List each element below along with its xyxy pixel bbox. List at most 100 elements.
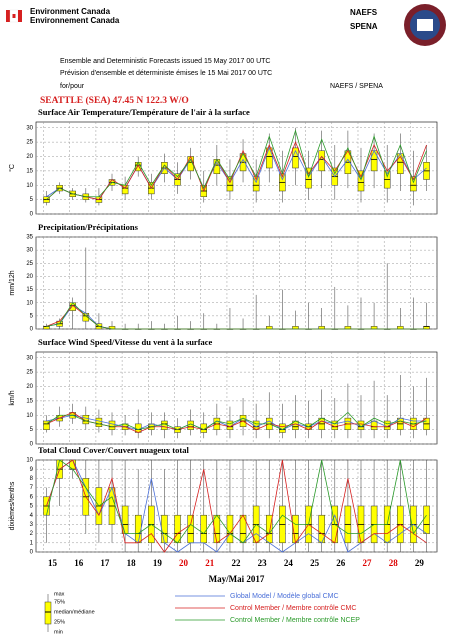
org-fr: Environnement Canada xyxy=(30,16,120,25)
y-tick-label: 35 xyxy=(26,235,33,241)
y-tick-label: 25 xyxy=(26,140,33,146)
x-tick-label: 16 xyxy=(74,558,84,568)
box xyxy=(200,514,207,544)
y-tick-label: 5 xyxy=(30,427,34,433)
y-tick-label: 2 xyxy=(30,531,34,537)
y-tick-label: 25 xyxy=(26,261,33,267)
legend-label: Control Member / Membre contrôle CMC xyxy=(230,605,356,612)
y-tick-label: 30 xyxy=(26,248,33,254)
series-line xyxy=(46,459,427,553)
x-tick-label: 21 xyxy=(205,558,215,568)
box xyxy=(266,514,273,544)
y-tick-label: 10 xyxy=(26,413,33,419)
y-tick-label: 0 xyxy=(30,442,34,448)
y-tick-label: 0 xyxy=(30,327,34,333)
y-tick-label: 15 xyxy=(26,398,33,404)
flag-left xyxy=(6,10,10,22)
series-line xyxy=(46,414,427,431)
legend-box xyxy=(44,601,52,625)
issue-en: Ensemble and Deterministic Forecasts iss… xyxy=(60,58,270,65)
y-tick-label: 5 xyxy=(30,197,34,203)
y-tick-label: 1 xyxy=(30,540,34,546)
y-tick-label: 5 xyxy=(30,313,34,319)
box xyxy=(121,505,129,534)
y-tick-label: 20 xyxy=(26,384,33,390)
box xyxy=(226,176,234,192)
box xyxy=(410,176,417,192)
x-tick-label: 26 xyxy=(336,558,346,568)
brand-spena: SPENA xyxy=(350,22,378,31)
y-tick-label: 20 xyxy=(26,274,33,280)
x-tick-label: 25 xyxy=(310,558,320,568)
box xyxy=(423,505,430,534)
legend-box-label: max xyxy=(54,591,65,597)
legend-box-label: 75% xyxy=(54,599,65,605)
box xyxy=(318,150,325,172)
legend-label: Global Model / Modèle global CMC xyxy=(230,593,339,600)
for-pour: for/pour xyxy=(60,83,85,90)
y-tick-label: 0 xyxy=(30,550,34,556)
y-tick-label: 10 xyxy=(26,300,33,306)
x-tick-label: 23 xyxy=(258,558,268,568)
box xyxy=(305,167,312,189)
y-axis-label: dixièmes/tenths xyxy=(9,481,16,530)
series-line xyxy=(46,302,427,330)
x-tick-label: 17 xyxy=(100,558,110,568)
series-line xyxy=(46,411,427,431)
y-tick-label: 30 xyxy=(26,355,33,361)
x-tick-label: 19 xyxy=(153,558,163,568)
org-en: Environment Canada xyxy=(30,7,111,16)
y-tick-label: 10 xyxy=(26,458,33,464)
legend-box-label: 25% xyxy=(54,619,65,625)
logo-flag xyxy=(417,19,433,31)
y-tick-label: 5 xyxy=(30,504,34,510)
series-line xyxy=(46,304,427,330)
box xyxy=(95,417,103,427)
flag-leaf xyxy=(12,14,16,18)
x-tick-label: 28 xyxy=(389,558,399,568)
flag-right xyxy=(18,10,22,22)
y-tick-label: 25 xyxy=(26,370,33,376)
box xyxy=(161,420,168,430)
box xyxy=(187,514,194,544)
x-tick-label: 27 xyxy=(362,558,372,568)
y-axis-label: mm/12h xyxy=(9,270,16,295)
series-line xyxy=(46,129,427,200)
legend-box-label: min xyxy=(54,629,63,635)
box xyxy=(357,170,365,192)
naefs-spena: NAEFS / SPENA xyxy=(330,83,383,90)
y-tick-label: 4 xyxy=(30,513,34,519)
box xyxy=(187,420,194,430)
panel-title: Precipitation/Précipitations xyxy=(38,222,139,232)
y-tick-label: 30 xyxy=(26,125,33,131)
panel-title: Surface Wind Speed/Vitesse du vent à la … xyxy=(38,337,213,347)
y-tick-label: 10 xyxy=(26,183,33,189)
y-tick-label: 0 xyxy=(30,212,34,218)
series-line xyxy=(46,459,427,544)
brand-naefs: NAEFS xyxy=(350,8,378,17)
x-tick-label: 29 xyxy=(415,558,425,568)
panel-title: Surface Air Temperature/Température de l… xyxy=(38,107,250,117)
box xyxy=(108,420,116,430)
legend-label: Control Member / Membre contrôle NCEP xyxy=(230,617,360,624)
x-tick-label: 22 xyxy=(231,558,241,568)
x-tick-label: 20 xyxy=(179,558,189,568)
y-tick-label: 15 xyxy=(26,287,33,293)
y-tick-label: 9 xyxy=(30,467,34,473)
y-tick-label: 6 xyxy=(30,494,34,500)
panel-title: Total Cloud Cover/Couvert nuageux total xyxy=(38,445,189,455)
series-line xyxy=(46,304,427,330)
y-axis-label: °C xyxy=(8,164,16,172)
station: SEATTLE (SEA) 47.45 N 122.3 W/O xyxy=(40,95,189,106)
y-tick-label: 15 xyxy=(26,168,33,174)
issue-fr: Prévision d'ensemble et déterministe émi… xyxy=(60,70,272,77)
y-tick-label: 20 xyxy=(26,154,33,160)
y-axis-label: km/h xyxy=(9,390,16,405)
y-tick-label: 8 xyxy=(30,476,34,482)
box xyxy=(226,514,234,544)
box xyxy=(134,514,142,544)
x-tick-label: 24 xyxy=(284,558,294,568)
x-tick-label: 18 xyxy=(127,558,137,568)
y-tick-label: 7 xyxy=(30,485,34,491)
